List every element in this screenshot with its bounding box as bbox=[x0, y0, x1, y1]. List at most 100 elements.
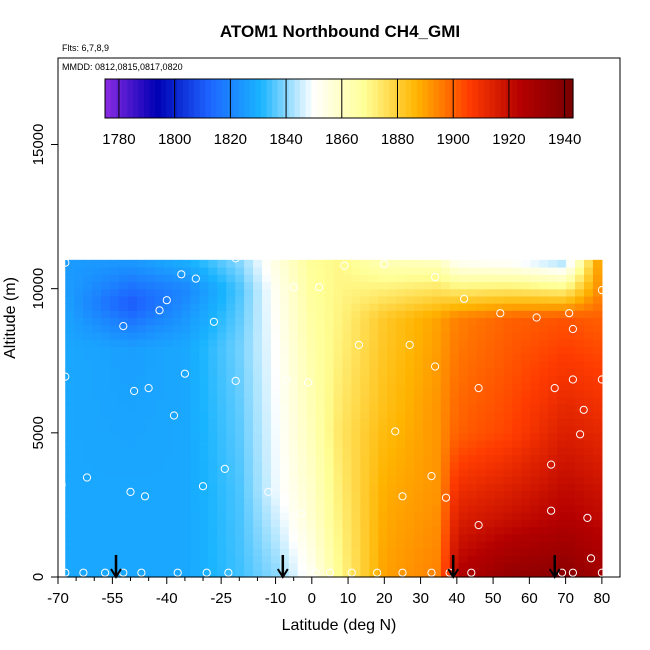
heatmap-cell bbox=[297, 346, 308, 355]
heatmap-cell bbox=[279, 353, 290, 362]
heatmap-cell bbox=[440, 331, 451, 340]
heatmap-cell bbox=[83, 432, 93, 441]
x-tick-label: 30 bbox=[412, 590, 429, 607]
heatmap-cell bbox=[199, 468, 209, 477]
heatmap-cell bbox=[65, 360, 75, 369]
heatmap-cell bbox=[199, 317, 209, 326]
heatmap-cell bbox=[154, 512, 165, 520]
heatmap-cell bbox=[83, 411, 93, 420]
heatmap-cell bbox=[226, 425, 236, 434]
heatmap-cell bbox=[521, 303, 531, 311]
heatmap-cell bbox=[387, 389, 397, 398]
heatmap-cell bbox=[208, 548, 218, 556]
heatmap-cell bbox=[485, 461, 496, 470]
heatmap-cell bbox=[485, 382, 496, 391]
heatmap-cell bbox=[485, 519, 496, 528]
heatmap-cell bbox=[539, 404, 549, 412]
heatmap-cell bbox=[65, 440, 75, 448]
colorbar-segment bbox=[199, 79, 206, 118]
heatmap-cell bbox=[324, 259, 335, 268]
heatmap-cell bbox=[163, 447, 174, 456]
heatmap-cell bbox=[270, 360, 281, 369]
heatmap-cell bbox=[315, 274, 326, 283]
heatmap-cell bbox=[262, 540, 272, 549]
heatmap-cell bbox=[530, 331, 540, 340]
heatmap-cell bbox=[127, 382, 138, 391]
heatmap-cell bbox=[253, 562, 263, 571]
heatmap-cell bbox=[279, 259, 290, 268]
heatmap-cell bbox=[485, 548, 496, 556]
colorbar-segment bbox=[355, 79, 362, 118]
heatmap-cell bbox=[360, 259, 370, 268]
colorbar-segment bbox=[105, 79, 112, 118]
heatmap-cell bbox=[423, 548, 433, 556]
sample-point bbox=[496, 309, 505, 318]
heatmap-cell bbox=[530, 497, 540, 506]
heatmap-cell bbox=[262, 562, 272, 571]
heatmap-cell bbox=[440, 317, 451, 326]
heatmap-cell bbox=[351, 555, 361, 564]
heatmap-cell bbox=[92, 382, 102, 391]
heatmap-cell bbox=[74, 259, 84, 268]
sample-point bbox=[340, 261, 349, 270]
heatmap-cell bbox=[351, 353, 361, 362]
heatmap-cell bbox=[101, 310, 111, 319]
heatmap-cell bbox=[92, 346, 102, 355]
heatmap-cell bbox=[199, 540, 209, 549]
heatmap-cell bbox=[548, 447, 558, 456]
heatmap-cell bbox=[467, 418, 478, 427]
heatmap-cell bbox=[244, 555, 254, 564]
heatmap-cell bbox=[512, 310, 522, 319]
heatmap-cell bbox=[557, 382, 567, 391]
heatmap-cell bbox=[306, 440, 317, 448]
heatmap-cell bbox=[199, 555, 209, 564]
heatmap-cell bbox=[262, 533, 272, 542]
heatmap-cell bbox=[414, 454, 424, 463]
heatmap-cell bbox=[351, 533, 361, 542]
heatmap-cell bbox=[279, 440, 290, 448]
heatmap-cell bbox=[262, 274, 272, 283]
heatmap-cell bbox=[65, 346, 75, 355]
y-tick-label: 5000 bbox=[30, 416, 47, 449]
heatmap-cell bbox=[297, 353, 308, 362]
heatmap-cell bbox=[396, 555, 406, 564]
heatmap-cell bbox=[118, 425, 129, 434]
heatmap-cell bbox=[583, 404, 594, 412]
heatmap-cell bbox=[423, 490, 433, 499]
heatmap-cell bbox=[387, 483, 397, 492]
heatmap-cell bbox=[244, 375, 254, 383]
heatmap-cell bbox=[208, 404, 218, 412]
heatmap-cell bbox=[92, 526, 102, 535]
heatmap-cell bbox=[101, 303, 111, 311]
heatmap-cell bbox=[431, 548, 442, 556]
heatmap-cell bbox=[333, 389, 344, 398]
heatmap-cell bbox=[467, 411, 478, 420]
heatmap-cell bbox=[467, 533, 478, 542]
heatmap-cell bbox=[92, 555, 102, 564]
heatmap-cell bbox=[324, 483, 335, 492]
heatmap-cell bbox=[154, 367, 165, 376]
heatmap-cell bbox=[485, 281, 496, 290]
heatmap-cell bbox=[208, 425, 218, 434]
heatmap-cell bbox=[458, 295, 469, 304]
heatmap-cell bbox=[92, 519, 102, 528]
heatmap-cell bbox=[360, 346, 370, 355]
heatmap-cell bbox=[378, 440, 388, 448]
heatmap-cell bbox=[288, 461, 299, 470]
sample-point bbox=[126, 487, 135, 496]
heatmap-cell bbox=[235, 454, 245, 463]
heatmap-cell bbox=[557, 497, 567, 506]
heatmap-cell bbox=[512, 303, 522, 311]
heatmap-cell bbox=[575, 411, 585, 420]
heatmap-cell bbox=[181, 483, 192, 492]
heatmap-cell bbox=[83, 367, 93, 376]
heatmap-cell bbox=[262, 425, 272, 434]
heatmap-cell bbox=[83, 519, 93, 528]
colorbar-segment bbox=[144, 79, 151, 118]
heatmap-cell bbox=[333, 468, 344, 477]
colorbar-segment bbox=[556, 79, 563, 118]
heatmap-cell bbox=[548, 425, 558, 434]
heatmap-cell bbox=[92, 569, 102, 578]
heatmap-cell bbox=[154, 411, 165, 420]
heatmap-cell bbox=[244, 353, 254, 362]
